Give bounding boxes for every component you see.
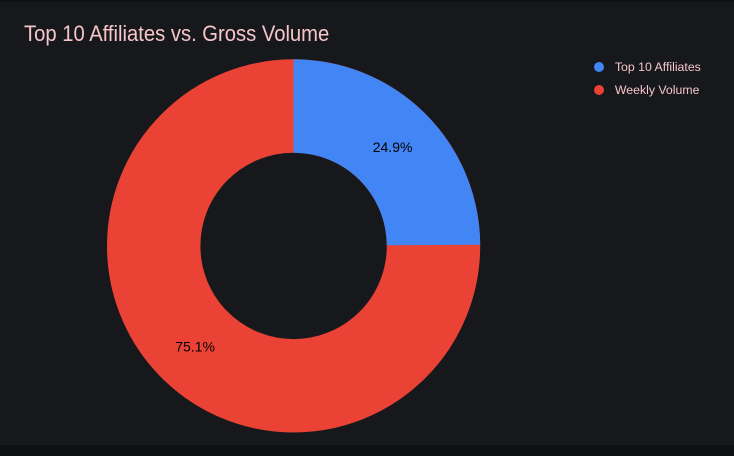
svg-text:24.9%: 24.9% <box>373 139 413 155</box>
svg-text:75.1%: 75.1% <box>175 338 215 354</box>
